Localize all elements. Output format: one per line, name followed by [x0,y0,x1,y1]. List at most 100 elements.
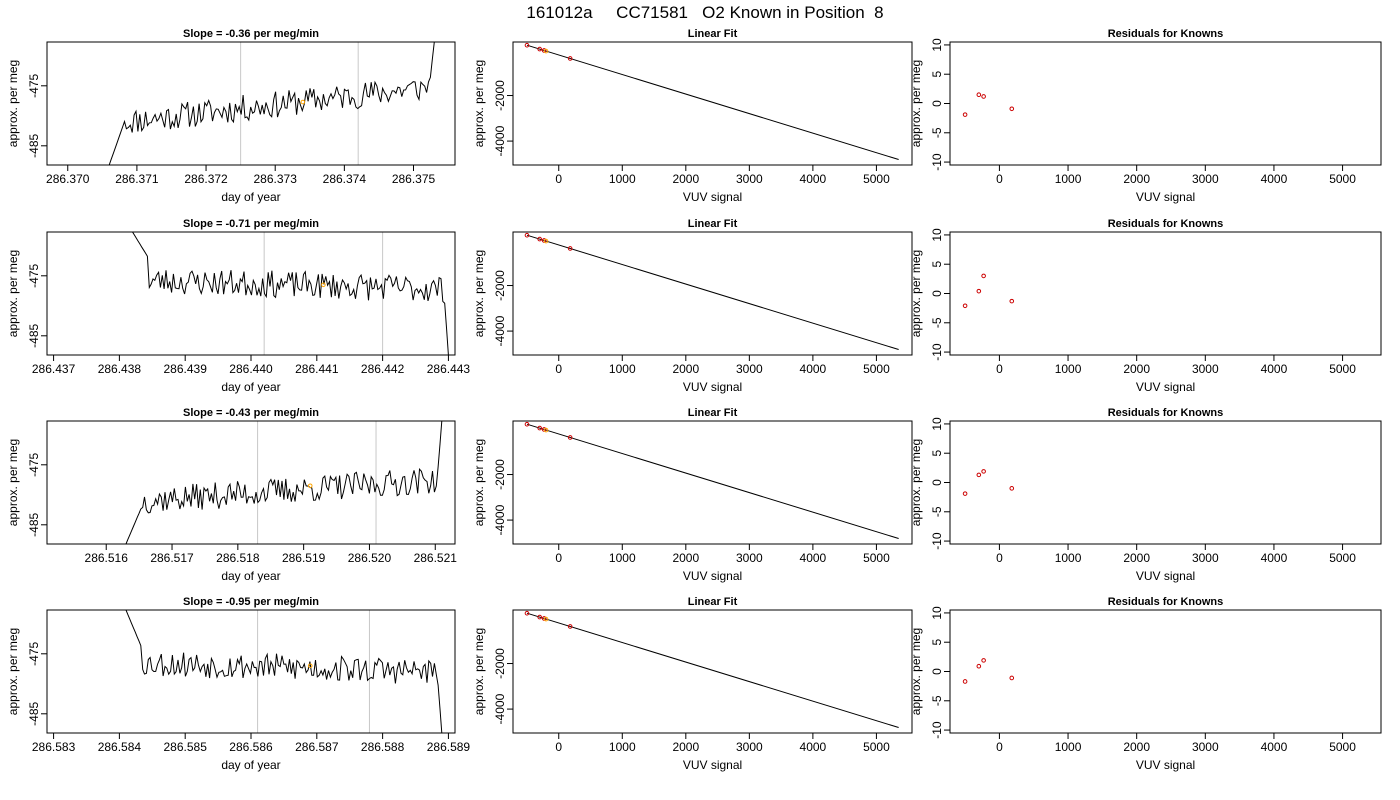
plot-area [962,658,1015,684]
x-tick-label: 4000 [1261,362,1288,376]
residual-point [962,491,968,496]
plot-frame [949,231,1382,356]
residual-point [1009,298,1015,304]
y-tick-label: -475 [27,641,41,665]
known-point [537,46,542,52]
y-axis-label: approx. per meg [472,250,486,337]
y-tick-label: -485 [27,512,41,536]
y-axis-label: approx. per meg [6,628,20,715]
y-tick-label: 10 [930,228,944,242]
y-tick-label: -5 [930,695,944,706]
x-tick-label: 4000 [800,362,827,376]
x-tick-label: 2000 [672,362,699,376]
residuals-title: Residuals for Knowns [1108,407,1224,419]
known-point [567,435,573,440]
y-tick-label: -485 [27,323,41,347]
x-tick-label: 4000 [800,740,827,754]
x-tick-label: 0 [996,172,1003,186]
x-axis-label: VUV signal [683,380,742,394]
y-axis-label: approx. per meg [472,628,486,715]
residuals-panel-4: Residuals for Knowns 0 1000 2000 3000 4000 500… [909,596,1382,772]
x-tick-label: 286.589 [427,740,471,754]
timeseries-panel-2: Slope = -0.71 per meg/min 286.437 286.438 2… [6,218,470,394]
y-tick-label: 5 [930,71,944,78]
y-tick-label: -4000 [493,315,507,346]
y-tick-label: -5 [930,127,944,138]
x-tick-label: 0 [555,740,562,754]
plot-frame [949,420,1382,545]
y-tick-label: -5 [930,506,944,517]
x-tick-label: 5000 [1329,172,1356,186]
y-tick-label: 10 [930,606,944,620]
x-tick-label: 286.517 [150,551,194,565]
figure-title: 161012a CC71581 O2 Known in Position 8 [526,3,883,22]
x-tick-label: 1000 [1055,551,1082,565]
x-tick-label: 1000 [609,551,636,565]
x-tick-label: 3000 [1192,172,1219,186]
x-tick-label: 286.586 [229,740,273,754]
known-point [524,42,530,48]
y-tick-label: -475 [27,452,41,476]
fit-line [526,612,899,729]
residuals-title: Residuals for Knowns [1108,218,1224,230]
x-tick-label: 0 [555,551,562,565]
y-tick-label: -2000 [493,80,507,111]
residual-point [1009,486,1015,491]
x-tick-label: 286.519 [282,551,326,565]
residuals-panel-2: Residuals for Knowns 0 1000 2000 3000 4000 500… [909,218,1382,394]
plot-frame [512,609,913,734]
sample-point [543,427,549,433]
x-tick-label: 286.441 [295,362,339,376]
y-tick-label: 10 [930,38,944,52]
residual-point [1009,106,1015,112]
plot-area [108,42,435,165]
y-tick-label: 10 [930,417,944,431]
x-tick-label: 286.442 [361,362,405,376]
x-axis-label: day of year [221,190,280,204]
linear-fit-title: Linear Fit [688,28,738,40]
x-tick-label: 2000 [1123,740,1150,754]
residual-point [976,92,982,98]
x-tick-label: 1000 [609,362,636,376]
x-tick-label: 4000 [800,551,827,565]
x-tick-label: 286.371 [115,172,159,186]
plot-area [524,610,899,729]
residual-point [976,472,982,478]
residuals-title: Residuals for Knowns [1108,28,1224,40]
x-tick-label: 1000 [609,740,636,754]
plot-frame [949,41,1382,166]
plot-frame [512,420,913,545]
y-axis-label: approx. per meg [6,60,20,147]
known-point [537,614,542,620]
timeseries-panel-3: Slope = -0.43 per meg/min 286.516 286.517 2… [6,407,457,583]
x-tick-label: 1000 [609,172,636,186]
x-axis-label: VUV signal [683,758,742,772]
residual-point [976,288,982,294]
x-tick-label: 286.520 [348,551,392,565]
linear-fit-panel-2: Linear Fit 0 1000 2000 3000 4000 5000 -2000 -400… [472,218,913,394]
x-tick-label: 3000 [736,740,763,754]
x-tick-label: 286.440 [229,362,273,376]
y-tick-label: -4000 [493,693,507,724]
x-tick-label: 286.584 [98,740,142,754]
y-tick-label: -2000 [493,270,507,301]
x-tick-label: 4000 [1261,740,1288,754]
x-tick-label: 5000 [1329,551,1356,565]
signal-trace [108,42,435,165]
known-point [567,56,573,61]
sample-marker [307,663,313,669]
x-tick-label: 286.587 [295,740,339,754]
panel-grid: Slope = -0.36 per meg/min 286.370 286.371 2… [6,28,1382,772]
sample-marker [300,99,306,105]
x-tick-label: 286.439 [163,362,207,376]
y-axis-label: approx. per meg [6,439,20,526]
y-tick-label: 0 [930,668,944,675]
x-axis-label: VUV signal [683,569,742,583]
x-tick-label: 2000 [1123,172,1150,186]
x-tick-label: 286.521 [414,551,458,565]
residual-point [981,94,986,99]
fit-line [526,423,899,540]
residual-point [981,469,986,474]
x-tick-label: 286.373 [254,172,298,186]
linear-fit-panel-1: Linear Fit 0 1000 2000 3000 4000 5000 -2000 -400… [472,28,913,204]
